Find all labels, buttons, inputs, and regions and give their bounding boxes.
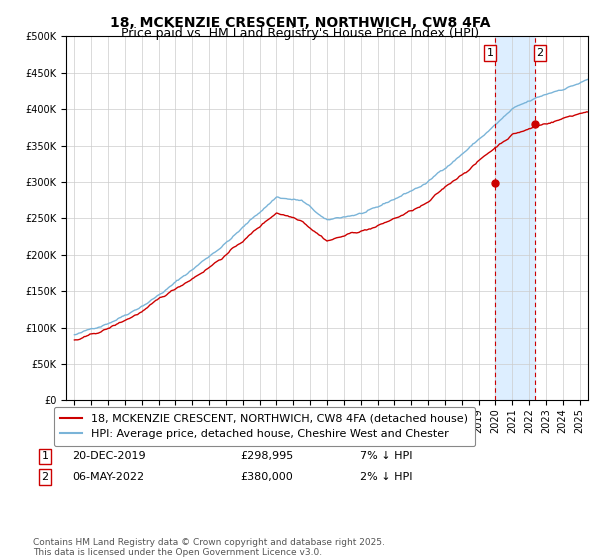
Text: 7% ↓ HPI: 7% ↓ HPI xyxy=(360,451,413,461)
Text: 2: 2 xyxy=(536,48,544,58)
Bar xyxy=(495,36,535,400)
Text: 1: 1 xyxy=(487,48,493,58)
Text: 20-DEC-2019: 20-DEC-2019 xyxy=(72,451,146,461)
Legend: 18, MCKENZIE CRESCENT, NORTHWICH, CW8 4FA (detached house), HPI: Average price, : 18, MCKENZIE CRESCENT, NORTHWICH, CW8 4F… xyxy=(53,407,475,446)
Text: 06-MAY-2022: 06-MAY-2022 xyxy=(72,472,144,482)
Text: Contains HM Land Registry data © Crown copyright and database right 2025.
This d: Contains HM Land Registry data © Crown c… xyxy=(33,538,385,557)
Text: £380,000: £380,000 xyxy=(240,472,293,482)
Text: 2: 2 xyxy=(41,472,49,482)
Text: 1: 1 xyxy=(41,451,49,461)
Text: 2% ↓ HPI: 2% ↓ HPI xyxy=(360,472,413,482)
Text: Price paid vs. HM Land Registry's House Price Index (HPI): Price paid vs. HM Land Registry's House … xyxy=(121,27,479,40)
Text: £298,995: £298,995 xyxy=(240,451,293,461)
Text: 18, MCKENZIE CRESCENT, NORTHWICH, CW8 4FA: 18, MCKENZIE CRESCENT, NORTHWICH, CW8 4F… xyxy=(110,16,490,30)
